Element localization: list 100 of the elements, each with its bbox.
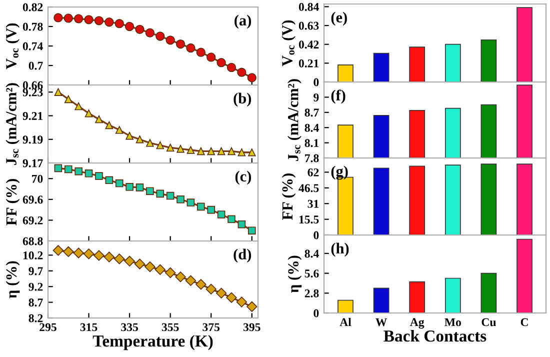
y-tick-label: 46.5 [298, 184, 319, 192]
x-tick-label: 375 [202, 323, 220, 332]
point [115, 179, 124, 188]
y-axis-title: J$_{sc}$ (mA/cm²) [288, 79, 302, 161]
y-tick-label: 9 [314, 93, 319, 102]
y-axis-title: η (%) [6, 261, 20, 298]
bar [480, 164, 497, 235]
point [197, 147, 205, 156]
point [52, 245, 64, 256]
bar [373, 168, 390, 235]
y-tick-label: 2.8 [304, 289, 319, 298]
y-tick-label: 0 [314, 231, 319, 240]
point [246, 301, 258, 312]
y-tick-label: 0.63 [298, 22, 319, 30]
bar [373, 52, 390, 82]
point [63, 246, 74, 258]
y-tick-label: 0.42 [298, 40, 319, 49]
point [115, 126, 124, 134]
point [185, 275, 196, 286]
point [114, 254, 125, 264]
point [146, 139, 154, 147]
y-tick-label: 8.7 [304, 108, 319, 117]
y-axis-title: J$_{sc}$ (mA/cm²) [6, 83, 20, 165]
point [146, 187, 154, 195]
annotation: (h) [331, 242, 349, 257]
bar [409, 166, 426, 235]
y-tick-label: 0.21 [298, 59, 319, 68]
bar [444, 278, 461, 313]
y-tick-label: 9.19 [22, 136, 43, 144]
point [166, 192, 174, 200]
point [156, 32, 165, 41]
point [207, 206, 215, 214]
bar [480, 39, 497, 82]
y-tick-label: 8.1 [304, 139, 319, 148]
point [74, 14, 84, 24]
point [95, 115, 103, 124]
x-axis-title: Temperature (K) [92, 334, 213, 350]
point [74, 167, 82, 176]
y-tick-label: 7.8 [305, 154, 319, 162]
point [197, 202, 205, 211]
bar [480, 272, 497, 313]
y-axis-title: η (%) [288, 256, 302, 293]
point [206, 284, 216, 294]
annotation: (d) [234, 248, 252, 263]
point [104, 18, 114, 27]
point [83, 248, 94, 260]
point [217, 210, 226, 218]
x-tick-label: Al [340, 318, 352, 326]
point [156, 141, 164, 150]
y-tick-label: 8.4 [304, 250, 319, 258]
y-tick-label: 31 [308, 200, 319, 208]
x-tick-label: Mo [444, 318, 461, 326]
point [176, 144, 184, 153]
point [54, 88, 62, 96]
point [74, 102, 82, 110]
annotation: (a) [234, 14, 252, 29]
point [196, 48, 206, 57]
point [238, 220, 246, 228]
point [64, 14, 73, 23]
point [54, 164, 62, 172]
point [228, 215, 236, 224]
y-tick-label: 9.21 [22, 112, 43, 120]
bar [516, 7, 532, 82]
point [166, 36, 175, 45]
point [84, 15, 94, 24]
annotation: (c) [235, 170, 252, 185]
y-tick-label: 0.66 [22, 81, 43, 90]
y-tick-label: 0.84 [298, 2, 319, 11]
x-tick-label: W [376, 318, 388, 326]
point [176, 39, 186, 49]
y-tick-label: 0.7 [28, 62, 43, 70]
y-tick-label: 5.6 [304, 270, 319, 278]
point [236, 296, 248, 308]
point [226, 292, 237, 303]
y-tick-label: 0 [314, 309, 319, 318]
point [228, 147, 236, 156]
point [105, 121, 114, 130]
bar [444, 44, 461, 82]
point [134, 258, 146, 270]
point [166, 144, 174, 152]
point [196, 279, 206, 290]
y-axis-title: FF (%) [6, 178, 20, 226]
y-tick-label: 8.4 [304, 124, 319, 132]
y-tick-label: 0.82 [22, 3, 43, 12]
y-tick-label: 10.2 [23, 251, 43, 260]
y-tick-label: 0.74 [22, 42, 43, 50]
x-axis-title: Back Contacts [384, 330, 486, 342]
point [94, 250, 104, 261]
annotation: (f) [331, 90, 346, 104]
y-axis-title: V$_{oc}$ (V) [6, 23, 20, 70]
point [124, 22, 134, 32]
y-axis-title: FF (%) [282, 173, 296, 220]
point [248, 226, 256, 234]
point [124, 256, 135, 266]
y-tick-label: 69.2 [22, 216, 43, 224]
point [217, 147, 226, 156]
point [73, 248, 84, 258]
point [144, 261, 156, 272]
y-tick-label: 62 [308, 168, 319, 176]
point [226, 62, 236, 72]
